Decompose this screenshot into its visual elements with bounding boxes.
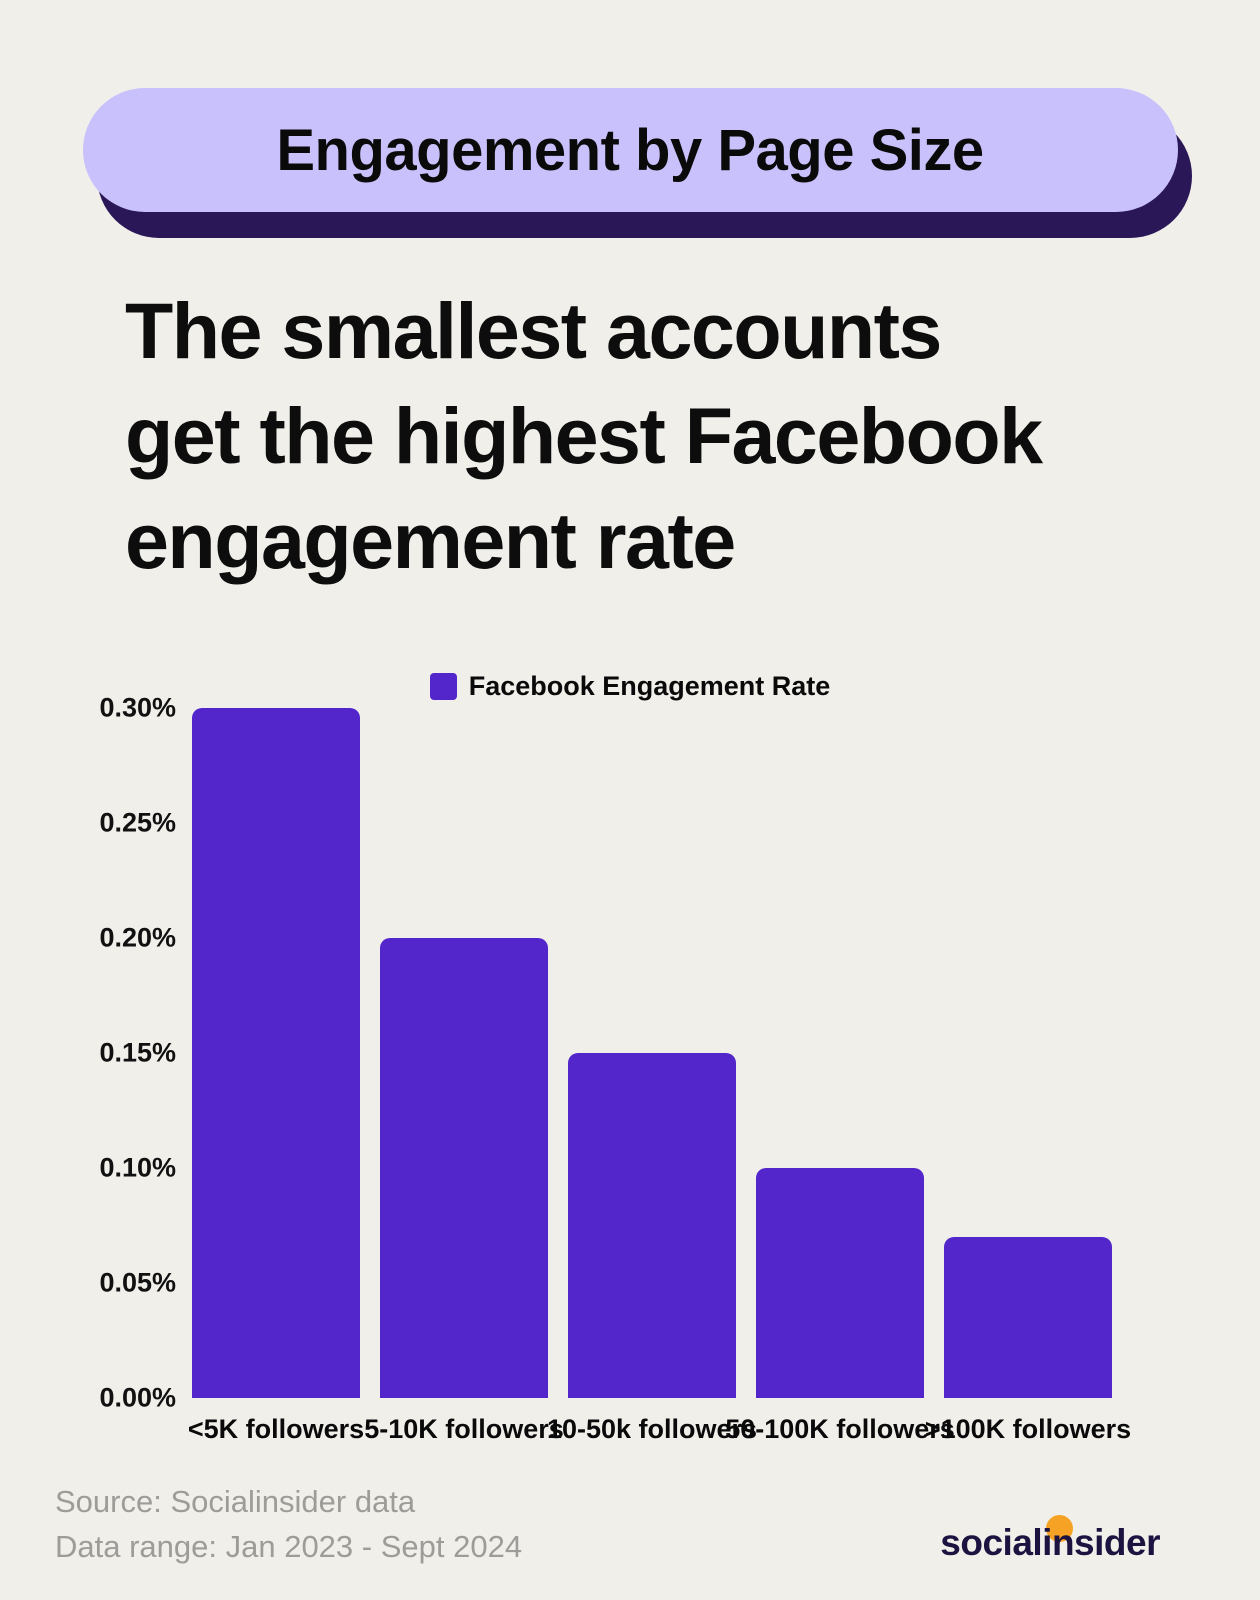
heading-line-3: engagement rate bbox=[125, 496, 736, 586]
source-line: Source: Socialinsider data bbox=[55, 1484, 416, 1520]
bar: 50-100K followers bbox=[725, 1168, 955, 1444]
page-title: The smallest accounts get the highest Fa… bbox=[125, 278, 1205, 593]
y-tick-label: 0.25% bbox=[99, 807, 176, 838]
y-axis: 0.00% 0.05% 0.10% 0.15% 0.20% 0.25% 0.30% bbox=[0, 693, 192, 1413]
badge-title: Engagement by Page Size bbox=[276, 117, 984, 183]
y-tick-label: 0.15% bbox=[99, 1037, 176, 1068]
legend-label: Facebook Engagement Rate bbox=[468, 671, 831, 702]
data-range-line: Data range: Jan 2023 - Sept 2024 bbox=[55, 1529, 523, 1565]
x-category-label: <5K followers bbox=[187, 1414, 365, 1445]
title-badge: Engagement by Page Size bbox=[82, 88, 1178, 212]
bar: 10-50k followers bbox=[547, 1053, 757, 1444]
x-category-label: >100K followers bbox=[924, 1414, 1132, 1445]
bar: >100K followers bbox=[925, 1237, 1131, 1444]
logo-dot-icon bbox=[1046, 1515, 1074, 1542]
y-tick-label: 0.00% bbox=[99, 1382, 176, 1413]
x-category-label: 50-100K followers bbox=[725, 1414, 955, 1445]
x-category-label: 5-10K followers bbox=[364, 1414, 564, 1445]
y-tick-label: 0.10% bbox=[99, 1152, 176, 1183]
source-note: Source: Socialinsider data Data range: J… bbox=[55, 1480, 522, 1570]
y-tick-label: 0.20% bbox=[99, 922, 176, 953]
heading-line-2: get the highest Facebook bbox=[125, 391, 1043, 481]
y-tick-label: 0.05% bbox=[99, 1267, 176, 1298]
bar: 5-10K followers bbox=[364, 938, 564, 1444]
legend-swatch-icon bbox=[429, 673, 457, 701]
logo-text: socialinsider bbox=[940, 1522, 1160, 1563]
chart-legend: Facebook Engagement Rate bbox=[0, 671, 1260, 702]
plot-area: <5K followers 5-10K followers 10-50k follo… bbox=[188, 708, 1131, 1444]
bar: <5K followers bbox=[188, 708, 364, 1444]
x-category-label: 10-50k followers bbox=[546, 1414, 758, 1445]
bar-chart: 0.00% 0.05% 0.10% 0.15% 0.20% 0.25% 0.30% <5K … bbox=[0, 693, 1260, 1445]
heading-line-1: The smallest accounts bbox=[125, 286, 942, 375]
socialinsider-logo: socialinsider bbox=[940, 1515, 1160, 1570]
y-tick-label: 0.30% bbox=[99, 692, 176, 723]
footer: Source: Socialinsider data Data range: J… bbox=[0, 1480, 1260, 1570]
